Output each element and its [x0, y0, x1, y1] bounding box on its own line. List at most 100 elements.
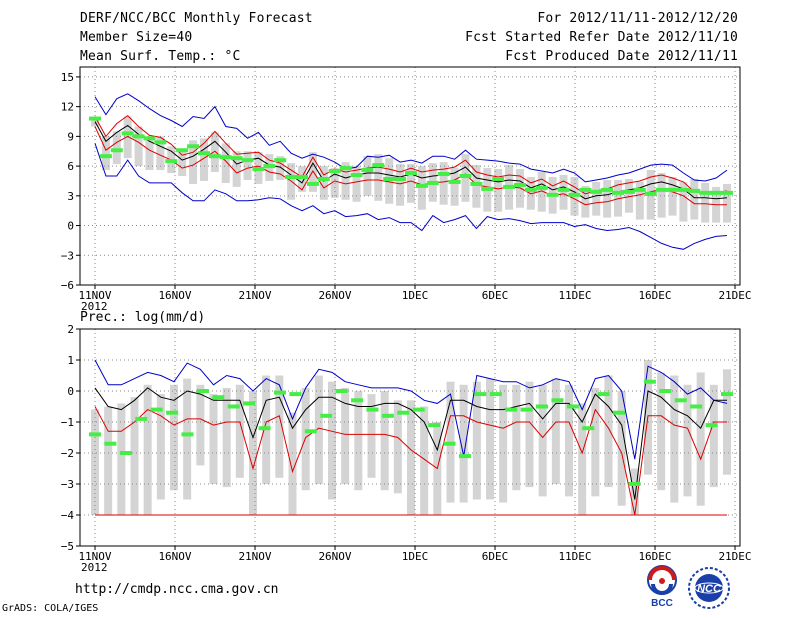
- ensemble-box: [709, 384, 718, 488]
- ensemble-box: [104, 406, 113, 515]
- ensemble-box: [134, 126, 143, 167]
- ensemble-box: [117, 403, 126, 515]
- ensemble-box: [183, 378, 192, 500]
- x-tick-label: 26NOV: [318, 550, 351, 563]
- observed-marker: [132, 134, 145, 139]
- y-tick-label: −1: [61, 416, 74, 429]
- ensemble-box: [170, 384, 178, 491]
- ensemble-box: [130, 397, 139, 515]
- ensemble-box: [657, 372, 666, 491]
- observed-marker: [306, 181, 319, 186]
- observed-marker: [474, 392, 487, 397]
- ensemble-box: [354, 391, 363, 491]
- forecast-period-label: For 2012/11/11-2012/12/20: [537, 11, 738, 26]
- observed-marker: [154, 140, 167, 145]
- observed-marker: [628, 482, 641, 486]
- observed-marker: [481, 186, 494, 191]
- ensemble-box: [565, 384, 573, 497]
- x-tick-label: 1DEC: [402, 289, 429, 302]
- observed-marker: [176, 148, 189, 153]
- observed-marker: [212, 395, 225, 400]
- observed-marker: [690, 404, 703, 409]
- ensemble-box: [604, 375, 613, 488]
- source-url-link[interactable]: http://cmdp.ncc.cma.gov.cn: [75, 582, 279, 597]
- observed-marker: [252, 167, 265, 172]
- observed-marker: [443, 441, 456, 446]
- observed-marker: [165, 159, 178, 164]
- x-tick-label: 16NOV: [158, 550, 191, 563]
- observed-marker: [612, 190, 625, 195]
- observed-marker: [557, 187, 570, 192]
- x-tick-label: 11NOV: [78, 550, 111, 563]
- ensemble-box: [592, 181, 601, 216]
- start-date-label: Fcst Started Refer Date 2012/11/10: [465, 30, 738, 45]
- ensemble-box: [143, 384, 152, 515]
- ensemble-box: [314, 375, 323, 484]
- observed-marker: [705, 423, 718, 428]
- y-tick-label: −2: [61, 447, 74, 460]
- observed-marker: [181, 432, 194, 437]
- observed-marker: [258, 426, 271, 431]
- observed-marker: [536, 404, 549, 409]
- observed-marker: [412, 407, 425, 412]
- bcc-logo: BCC: [647, 565, 677, 608]
- observed-marker: [104, 441, 117, 446]
- observed-marker: [196, 389, 209, 393]
- ensemble-box: [617, 391, 626, 506]
- observed-marker: [289, 392, 302, 397]
- observed-marker: [135, 416, 148, 421]
- observed-marker: [546, 192, 559, 197]
- observed-marker: [688, 188, 701, 193]
- observed-marker: [274, 158, 287, 163]
- observed-marker: [383, 176, 396, 181]
- observed-marker: [366, 407, 379, 412]
- ensemble-box: [341, 162, 350, 200]
- ensemble-box: [696, 372, 705, 506]
- observed-marker: [437, 172, 450, 177]
- observed-marker: [428, 423, 441, 428]
- observed-marker: [655, 187, 668, 192]
- ensemble-box: [222, 387, 231, 488]
- ensemble-box: [308, 152, 317, 192]
- observed-marker: [304, 429, 317, 434]
- observed-marker: [470, 181, 483, 186]
- observed-marker: [710, 190, 723, 195]
- ensemble-box: [275, 375, 284, 478]
- series-mean-line: [94, 387, 727, 500]
- observed-marker: [597, 392, 610, 397]
- chart-title: DERF/NCC/BCC Monthly Forecast: [80, 11, 313, 26]
- ensemble-box: [459, 384, 468, 503]
- ensemble-box: [630, 468, 639, 515]
- x-tick-label: 11DEC: [558, 289, 591, 302]
- observed-marker: [119, 451, 132, 455]
- observed-marker: [296, 174, 309, 179]
- ensemble-box: [178, 150, 187, 176]
- ensemble-box: [723, 183, 731, 223]
- ensemble-box: [670, 375, 679, 503]
- x-tick-label: 21DEC: [718, 550, 751, 563]
- observed-marker: [644, 191, 657, 196]
- ensemble-box: [420, 406, 429, 515]
- ensemble-box: [538, 384, 547, 497]
- ensemble-box: [407, 400, 415, 515]
- observed-marker: [394, 176, 407, 181]
- observed-marker: [505, 407, 518, 412]
- observed-marker: [350, 173, 363, 178]
- series-lower-line: [94, 126, 727, 206]
- observed-marker: [187, 144, 200, 149]
- observed-marker: [524, 187, 537, 192]
- observed-marker: [339, 166, 352, 171]
- y-tick-label: 15: [61, 71, 74, 84]
- observed-marker: [166, 410, 179, 415]
- x-tick-label: 11NOV: [78, 289, 111, 302]
- series-max-line: [94, 93, 728, 183]
- x-year-label: 2012: [81, 561, 108, 574]
- ensemble-box: [525, 381, 534, 488]
- observed-marker: [381, 413, 394, 418]
- observed-marker: [551, 398, 564, 403]
- variable-label: Mean Surf. Temp.: °C: [80, 49, 241, 64]
- observed-marker: [273, 390, 286, 395]
- observed-marker: [121, 131, 134, 136]
- ensemble-box: [690, 178, 699, 220]
